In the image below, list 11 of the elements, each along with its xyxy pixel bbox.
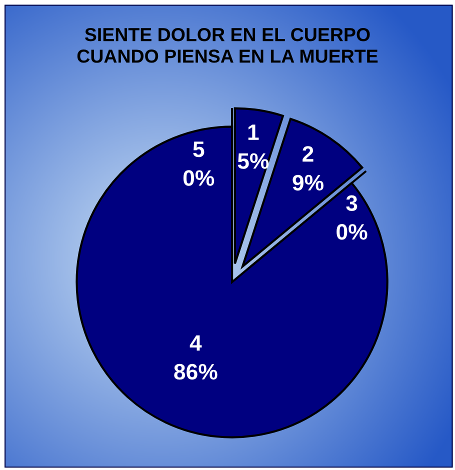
category-label: 5 (193, 142, 204, 158)
slice-label: 4 (190, 335, 202, 351)
slice-label: 2 (302, 146, 314, 162)
category-label: 3 (346, 195, 358, 212)
text: 0% (183, 170, 214, 186)
data-label: 9% (292, 174, 324, 191)
chart-title: SIENTE DOLOR EN EL CUERPO CUANDO PIENSA EN LA MUERTE (77, 28, 378, 63)
data-label: 5% (238, 153, 269, 169)
text: 0% (336, 224, 368, 240)
slice-label: 1 (248, 124, 259, 140)
data-label: 86% (174, 364, 218, 380)
